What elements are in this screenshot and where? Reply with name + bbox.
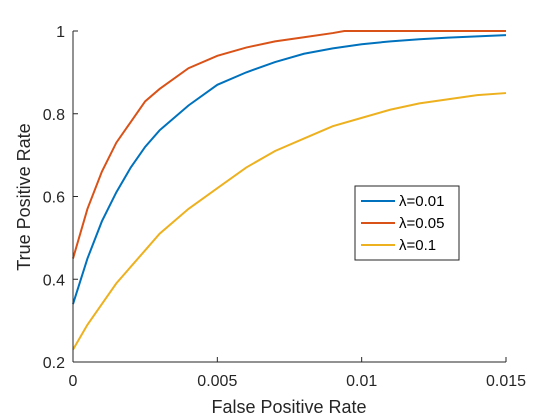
series-line-2 <box>72 30 506 259</box>
x-tick-label: 0.005 <box>197 373 237 390</box>
axes-layer: 0 0.005 0.01 0.015 0.2 0.4 0.6 0.8 1 <box>43 24 526 390</box>
x-tick-label: 0.015 <box>486 373 526 390</box>
y-tick-label: 0.6 <box>43 190 65 207</box>
y-axis-label: True Positive Rate <box>14 123 34 270</box>
y-tick-label: 0.4 <box>43 272 65 289</box>
legend-label-1: λ=0.01 <box>399 193 444 210</box>
legend-label-3: λ=0.1 <box>399 237 436 254</box>
x-tick-label: 0.01 <box>346 373 377 390</box>
series-layer <box>72 30 507 351</box>
y-tick-label: 0.8 <box>43 107 65 124</box>
x-tick-label: 0 <box>69 373 78 390</box>
series-line-1 <box>72 34 507 305</box>
legend-label-2: λ=0.05 <box>399 215 444 232</box>
x-axis-label: False Positive Rate <box>211 397 366 417</box>
y-tick-label: 0.2 <box>43 355 65 372</box>
y-tick-label: 1 <box>56 24 65 41</box>
series-line-3 <box>72 92 507 351</box>
legend: λ=0.01 λ=0.05 λ=0.1 <box>354 185 460 261</box>
